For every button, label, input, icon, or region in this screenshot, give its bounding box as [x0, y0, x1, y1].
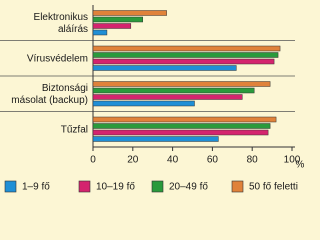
y-tick-label: Vírusvédelem — [27, 53, 88, 64]
bar — [92, 94, 243, 100]
y-tick-label-line: másolat (backup) — [11, 94, 88, 105]
bar — [92, 23, 132, 29]
y-tick-label: Elektronikus aláírás — [34, 11, 88, 34]
legend-swatch — [4, 180, 17, 193]
y-tick-label: Biztonsági másolat (backup) — [11, 82, 88, 105]
legend-label: 50 fő feletti — [249, 182, 298, 193]
x-tick-label: 0 — [90, 155, 96, 166]
y-tick-label-line: aláírás — [58, 23, 88, 34]
bar — [92, 81, 271, 87]
x-tick-label: 60 — [207, 155, 219, 166]
bar — [92, 100, 195, 107]
bar — [92, 87, 255, 94]
legend-label: 20–49 fő — [169, 182, 208, 193]
x-tick-label: 40 — [167, 155, 179, 166]
x-tick-label: 20 — [127, 155, 139, 166]
legend-swatch — [151, 180, 164, 193]
legend-label: 10–19 fő — [96, 182, 135, 193]
bar — [92, 123, 271, 129]
legend-label: 1–9 fő — [22, 182, 50, 193]
y-tick-label: Tűzfal — [61, 124, 88, 135]
x-tick-label: 80 — [247, 155, 259, 166]
bar — [92, 10, 167, 16]
x-tick-label: 100 — [284, 155, 301, 166]
bar — [92, 129, 269, 136]
bar — [92, 65, 237, 71]
bar — [92, 52, 279, 58]
chart: % 0 20 40 60 80 100 Elektronikus aláírás Vírusvé… — [0, 5, 305, 193]
legend-swatch — [231, 180, 244, 193]
bar — [92, 29, 108, 36]
y-tick-label-line: Elektronikus — [34, 11, 88, 22]
bar — [92, 45, 281, 52]
y-tick-label-line: Biztonsági — [42, 82, 88, 93]
bar — [92, 58, 275, 65]
y-tick-label-line: Tűzfal — [61, 124, 88, 135]
bar — [92, 16, 143, 23]
bar — [92, 136, 219, 142]
x-axis-label: % — [296, 160, 305, 171]
legend-swatch — [78, 180, 91, 193]
bar — [92, 116, 277, 123]
y-tick-label-line: Vírusvédelem — [27, 53, 88, 64]
